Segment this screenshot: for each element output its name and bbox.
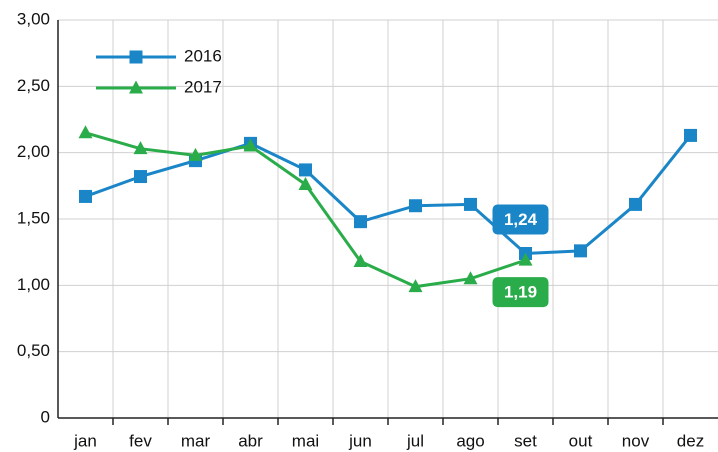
legend-label: 2017 <box>184 77 222 96</box>
marker <box>188 147 203 161</box>
value-label-box <box>492 277 549 308</box>
marker <box>684 128 697 142</box>
x-tick-label: abr <box>238 431 263 450</box>
series-line <box>85 131 526 289</box>
marker <box>78 125 93 139</box>
marker <box>518 252 533 266</box>
x-tick-label: jul <box>406 431 424 450</box>
value-label: 1,19 <box>504 283 537 302</box>
marker <box>408 279 423 293</box>
marker <box>574 244 587 258</box>
y-tick-label: 1,50 <box>17 208 50 227</box>
x-tick-label: jun <box>348 431 372 450</box>
marker <box>298 177 313 191</box>
marker <box>129 80 143 94</box>
y-tick-label: 0 <box>41 407 50 426</box>
marker <box>353 253 368 267</box>
legend-label: 2016 <box>184 46 222 65</box>
value-label-box <box>492 204 549 235</box>
x-tick-label: nov <box>622 431 650 450</box>
y-tick-label: 3,00 <box>17 9 50 28</box>
marker <box>464 197 477 211</box>
x-tick-label: mai <box>292 431 319 450</box>
y-tick-label: 2,50 <box>17 76 50 95</box>
x-tick-label: ago <box>456 431 484 450</box>
marker <box>79 189 92 203</box>
marker <box>463 271 478 285</box>
value-label: 1,24 <box>504 210 538 229</box>
marker <box>409 199 422 213</box>
x-tick-label: mar <box>181 431 211 450</box>
x-tick-label: fev <box>129 431 152 450</box>
x-tick-label: set <box>514 431 537 450</box>
y-tick-label: 2,00 <box>17 142 50 161</box>
y-tick-label: 1,00 <box>17 275 50 294</box>
marker <box>243 138 258 152</box>
x-tick-label: dez <box>677 431 704 450</box>
marker <box>299 163 312 177</box>
x-tick-label: jan <box>73 431 97 450</box>
marker <box>134 170 147 184</box>
marker <box>354 215 367 229</box>
marker <box>629 197 642 211</box>
series-line <box>84 134 692 256</box>
marker <box>133 141 148 155</box>
x-tick-label: out <box>569 431 593 450</box>
y-tick-label: 0,50 <box>17 341 50 360</box>
marker <box>129 50 143 64</box>
